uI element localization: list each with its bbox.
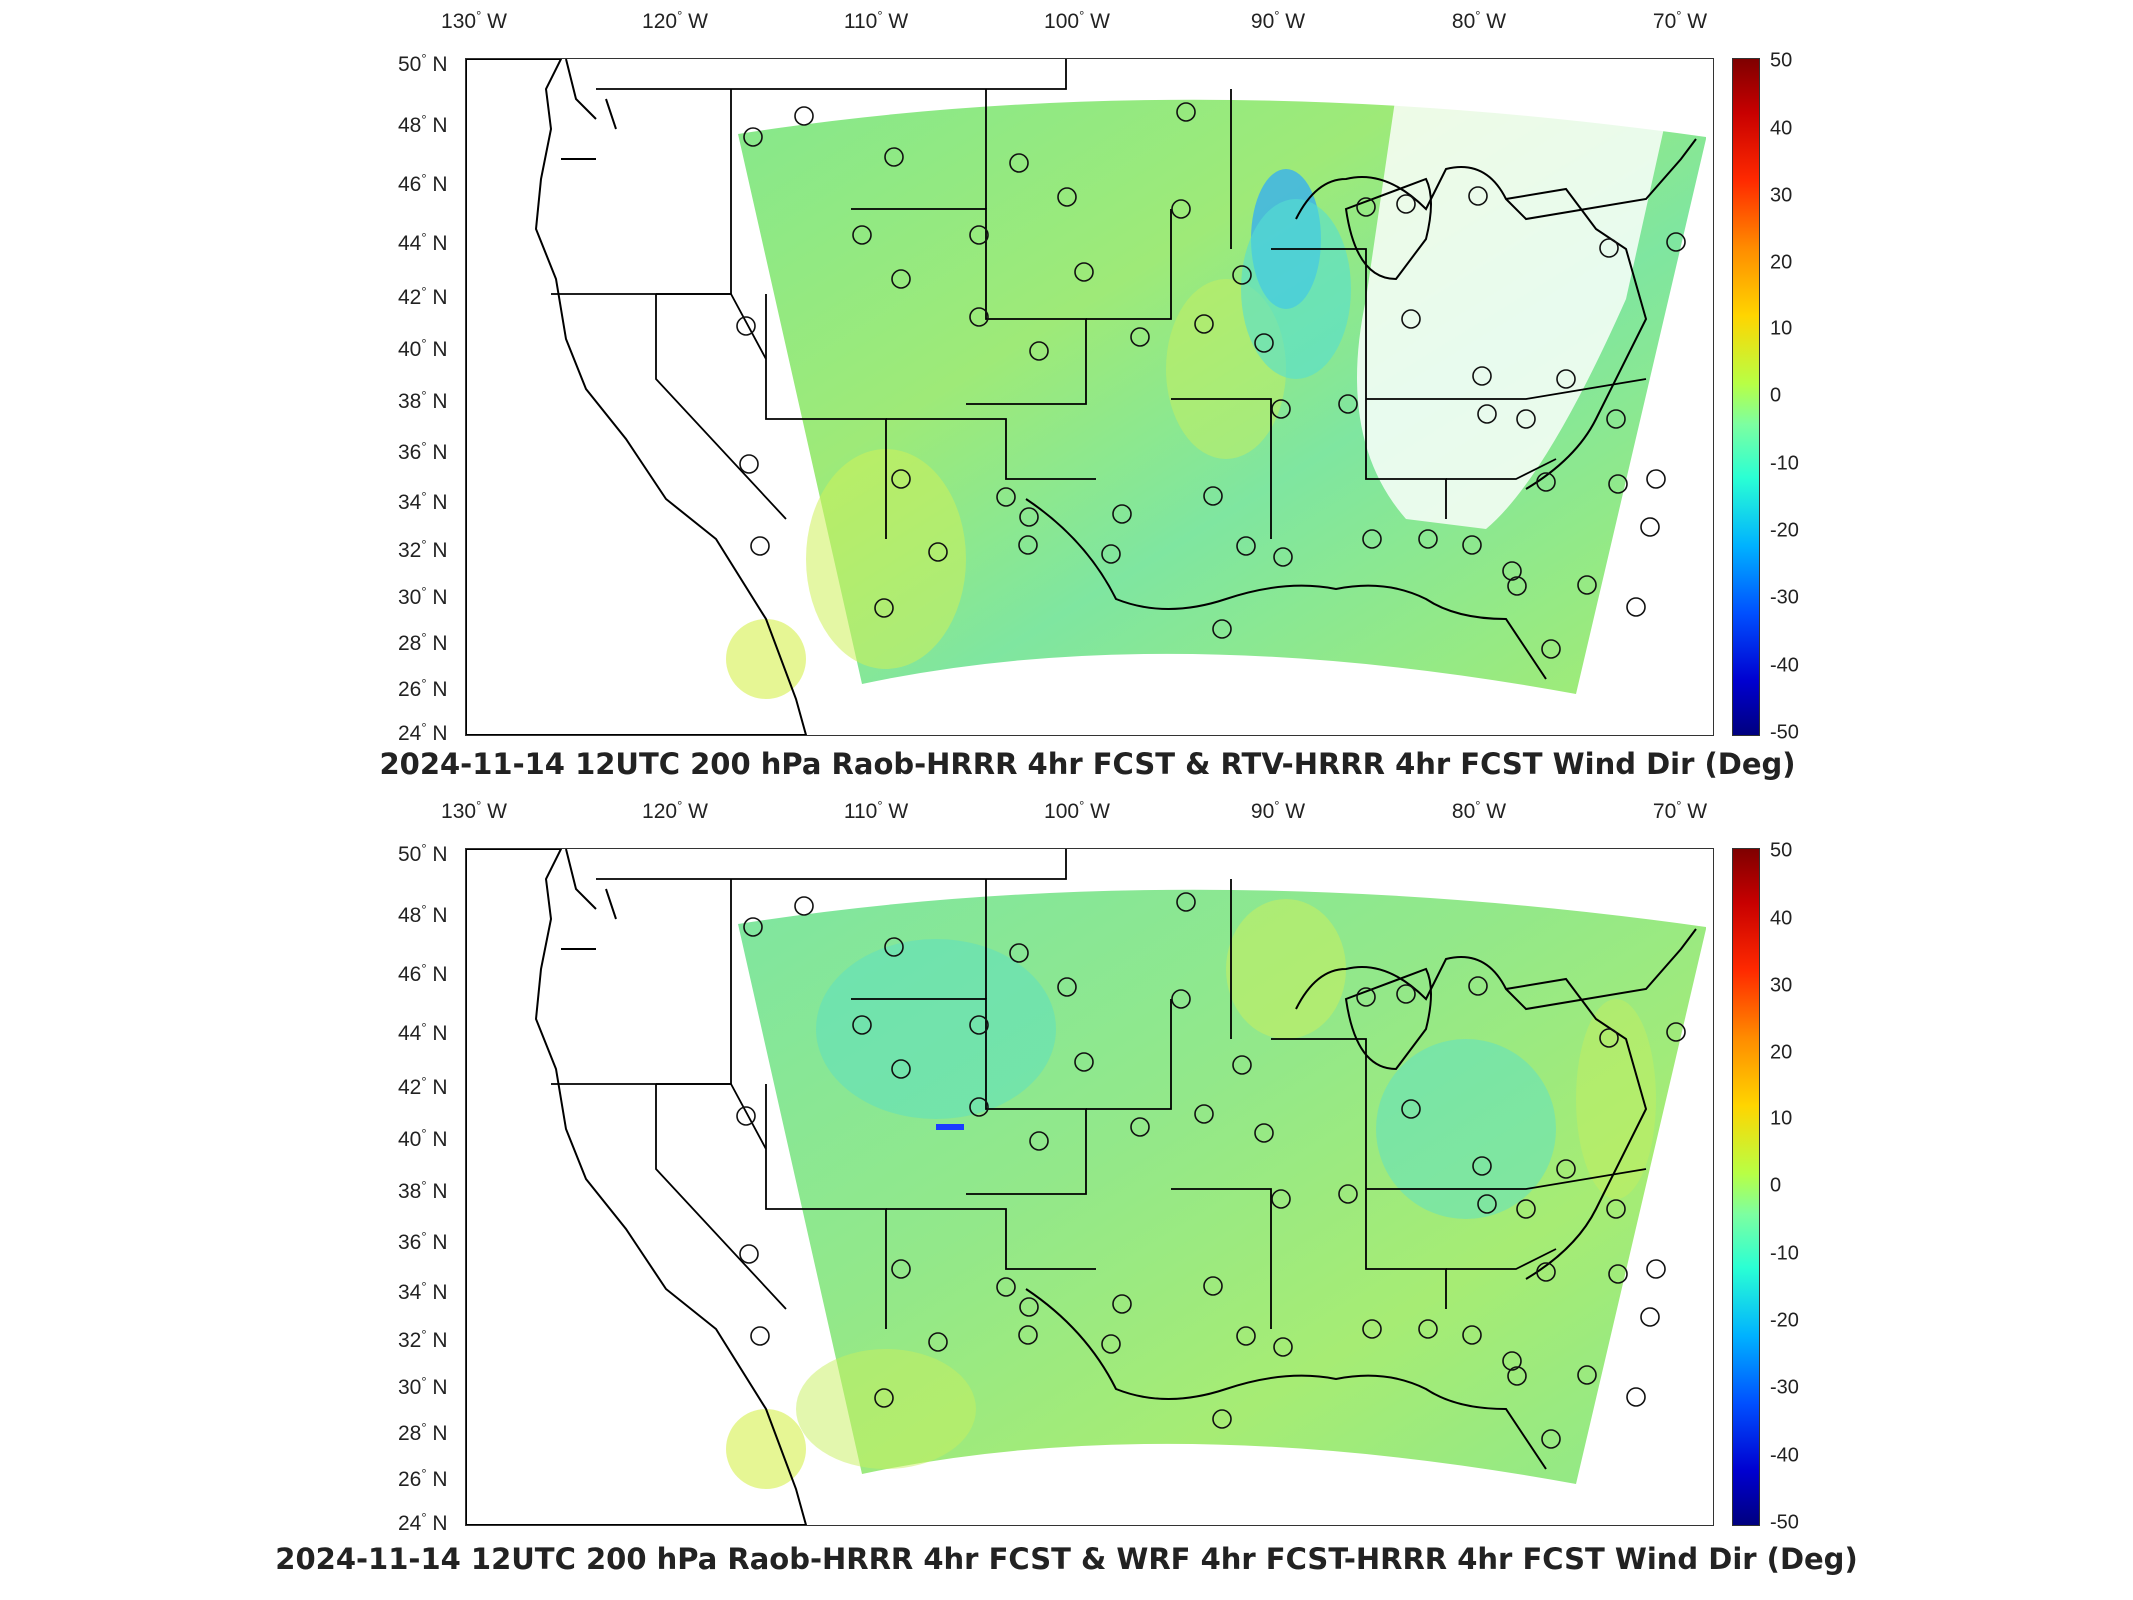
lon-tick-120: 120° W (642, 8, 708, 33)
colorbar-tick: -40 (1770, 1444, 1799, 1467)
lat-tick-38: 38° N (398, 388, 448, 413)
colorbar-tick: -20 (1770, 519, 1799, 542)
lat-tick-26: 26° N (398, 676, 448, 701)
lat-tick-40: 40° N (398, 336, 448, 361)
colorbar-tick: -10 (1770, 1242, 1799, 1265)
lat-tick-44: 44° N (398, 230, 448, 255)
lat-tick-46: 46° N (398, 961, 448, 986)
colorbar-tick: -40 (1770, 654, 1799, 677)
map-svg (466, 849, 1706, 1525)
lon-tick-120: 120° W (642, 798, 708, 823)
map-frame (465, 848, 1714, 1526)
bottom-map-panel: 130° W 120° W 110° W 100° W 90° W 80° W … (0, 790, 2133, 1600)
lat-tick-26: 26° N (398, 1466, 448, 1491)
station-markers (736, 102, 1686, 659)
lat-tick-28: 28° N (398, 1420, 448, 1445)
missing-data-area (1357, 93, 1666, 530)
map-title: 2024-11-14 12UTC 200 hPa Raob-HRRR 4hr F… (275, 1542, 1858, 1576)
lat-tick-36: 36° N (398, 439, 448, 464)
lon-tick-100: 100° W (1044, 798, 1110, 823)
lat-tick-32: 32° N (398, 537, 448, 562)
lat-tick-32: 32° N (398, 1327, 448, 1352)
lat-tick-40: 40° N (398, 1126, 448, 1151)
lat-tick-30: 30° N (398, 584, 448, 609)
colorbar-tick: -30 (1770, 586, 1799, 609)
lat-tick-24: 24° N (398, 1510, 448, 1535)
colorbar-tick: -30 (1770, 1376, 1799, 1399)
map-svg (466, 59, 1706, 735)
colorbar (1732, 848, 1760, 1526)
lat-tick-48: 48° N (398, 112, 448, 137)
lon-tick-70: 70° W (1652, 8, 1708, 33)
lat-tick-44: 44° N (398, 1020, 448, 1045)
top-map-panel: 130° W 120° W 110° W 100° W 90° W 80° W … (379, 8, 1799, 781)
map-title: 2024-11-14 12UTC 200 hPa Raob-HRRR 4hr F… (379, 747, 1796, 781)
colorbar-tick: 40 (1770, 907, 1793, 930)
colorbar-tick: 0 (1770, 384, 1782, 407)
lat-tick-24: 24° N (398, 720, 448, 745)
map-frame (465, 58, 1714, 736)
colorbar-tick: 50 (1770, 839, 1793, 862)
lon-tick-130: 130° W (441, 798, 507, 823)
colorbar-tick: -10 (1770, 452, 1799, 475)
lon-tick-100: 100° W (1044, 8, 1110, 33)
colorbar-tick: 10 (1770, 317, 1793, 340)
colorbar-tick: 40 (1770, 117, 1793, 140)
lat-tick-42: 42° N (398, 284, 448, 309)
lat-tick-48: 48° N (398, 902, 448, 927)
lon-tick-90: 90° W (1250, 8, 1306, 33)
lat-tick-38: 38° N (398, 1178, 448, 1203)
lat-tick-28: 28° N (398, 630, 448, 655)
blue-anomaly (936, 1124, 964, 1130)
lon-tick-110: 110° W (843, 8, 909, 33)
lon-tick-90: 90° W (1250, 798, 1306, 823)
colorbar-tick: -50 (1770, 1511, 1799, 1534)
lat-tick-30: 30° N (398, 1374, 448, 1399)
lon-tick-130: 130° W (441, 8, 507, 33)
colorbar-tick: 10 (1770, 1107, 1793, 1130)
colorbar-tick: 0 (1770, 1174, 1782, 1197)
lat-tick-34: 34° N (398, 489, 448, 514)
lon-tick-80: 80° W (1451, 8, 1507, 33)
lat-tick-36: 36° N (398, 1229, 448, 1254)
lat-tick-50: 50° N (398, 51, 448, 76)
lat-tick-34: 34° N (398, 1279, 448, 1304)
lon-tick-80: 80° W (1451, 798, 1507, 823)
colorbar-tick: 30 (1770, 974, 1793, 997)
lon-tick-70: 70° W (1652, 798, 1708, 823)
lat-tick-42: 42° N (398, 1074, 448, 1099)
colorbar-tick: -20 (1770, 1309, 1799, 1332)
colorbar (1732, 58, 1760, 736)
colorbar-tick: 30 (1770, 184, 1793, 207)
colorbar-tick: 20 (1770, 1041, 1793, 1064)
colorbar-tick: 20 (1770, 251, 1793, 274)
colorbar-tick: -50 (1770, 721, 1799, 744)
lon-tick-110: 110° W (843, 798, 909, 823)
station-markers (736, 892, 1686, 1449)
colorbar-tick: 50 (1770, 49, 1793, 72)
lat-tick-50: 50° N (398, 841, 448, 866)
lat-tick-46: 46° N (398, 171, 448, 196)
